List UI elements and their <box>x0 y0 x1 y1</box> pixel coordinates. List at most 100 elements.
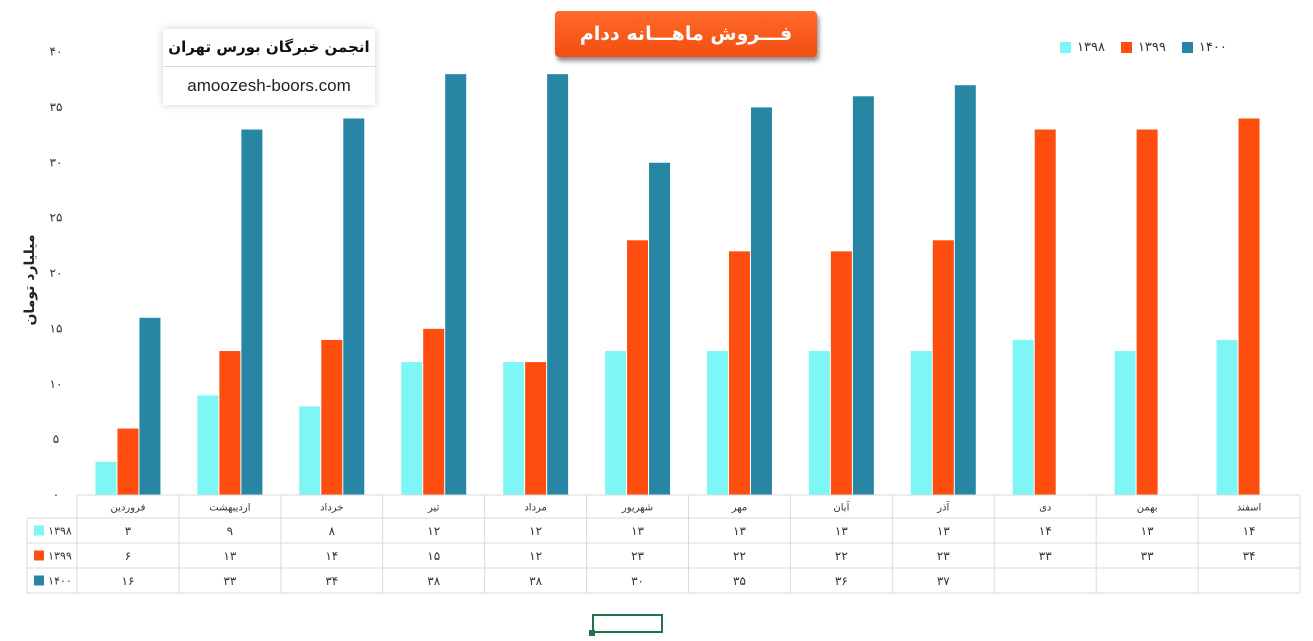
table-cell-value: ۱۴ <box>325 549 338 563</box>
table-cell-value: ۶ <box>125 549 131 563</box>
table-legend-swatch <box>34 575 44 586</box>
bar-9-series-1 <box>910 351 932 495</box>
bar-3-series-3 <box>343 118 365 495</box>
table-cell-value: ۱۴ <box>1039 524 1052 538</box>
category-label: مرداد <box>524 503 547 514</box>
table-series-label: ۱۴۰۰ <box>48 575 72 588</box>
category-label: دی <box>1039 503 1051 514</box>
bar-1-series-1 <box>95 461 117 495</box>
y-tick-label: ۰ <box>53 488 59 502</box>
chart-legend: ۱۳۹۸ ۱۳۹۹ ۱۴۰۰ <box>1060 40 1243 55</box>
legend-label-1400: ۱۴۰۰ <box>1198 40 1227 55</box>
category-label: مهر <box>731 503 747 514</box>
category-label: تیر <box>427 503 440 514</box>
bar-6-series-1 <box>605 351 627 495</box>
legend-swatch-1400 <box>1181 42 1193 53</box>
bar-1-series-2 <box>117 428 139 495</box>
table-cell-value: ۱۴ <box>1243 524 1256 538</box>
bar-12-series-2 <box>1238 118 1260 495</box>
bar-10-series-1 <box>1012 339 1034 495</box>
bar-9-series-2 <box>932 240 954 495</box>
y-tick-label: ۳۵ <box>50 100 63 114</box>
bar-11-series-2 <box>1136 129 1158 495</box>
table-cell-value: ۱۳ <box>223 549 236 563</box>
table-cell-value: ۳۳ <box>1039 549 1052 563</box>
bar-12-series-1 <box>1216 339 1238 495</box>
table-cell-value: ۳ <box>125 524 132 538</box>
y-tick-label: ۳۰ <box>50 155 63 169</box>
bar-4-series-2 <box>423 328 445 495</box>
bar-2-series-3 <box>241 129 263 495</box>
selected-cell[interactable] <box>592 614 663 633</box>
brand-website: amoozesh-boors.com <box>187 76 351 95</box>
bar-3-series-1 <box>299 406 321 495</box>
bar-8-series-1 <box>808 351 830 495</box>
legend-label-1399: ۱۳۹۹ <box>1137 40 1166 55</box>
table-cell-value: ۱۲ <box>529 524 542 538</box>
y-tick-label: ۲۵ <box>50 211 63 225</box>
bar-2-series-1 <box>197 395 219 495</box>
table-cell-value: ۱۵ <box>427 549 440 563</box>
brand-box: انجمن خبرگان بورس تهران amoozesh-boors.c… <box>163 29 375 105</box>
bar-8-series-3 <box>852 96 874 496</box>
table-cell-value: ۲۲ <box>733 549 746 563</box>
category-label: اسفند <box>1237 503 1261 514</box>
legend-item-1400: ۱۴۰۰ <box>1181 40 1227 55</box>
table-cell-value: ۳۳ <box>1141 549 1154 563</box>
table-cell-value: ۳۰ <box>631 574 644 588</box>
category-label: آبان <box>833 501 850 514</box>
fill-handle[interactable] <box>589 630 595 636</box>
bar-5-series-1 <box>503 362 525 495</box>
bar-3-series-2 <box>321 339 343 495</box>
bar-8-series-2 <box>830 251 852 495</box>
bar-7-series-2 <box>728 251 750 495</box>
bar-2-series-2 <box>219 351 241 495</box>
table-cell-value: ۳۸ <box>529 574 542 588</box>
category-label: شهریور <box>621 503 653 514</box>
y-tick-label: ۱۰ <box>50 377 63 391</box>
bar-7-series-1 <box>706 351 728 495</box>
table-cell-value: ۱۳ <box>835 524 848 538</box>
table-legend-swatch <box>34 525 44 536</box>
legend-label-1398: ۱۳۹۸ <box>1077 40 1105 55</box>
table-cell-value: ۳۶ <box>835 574 848 588</box>
legend-item-1398: ۱۳۹۸ <box>1060 40 1105 55</box>
table-cell-value: ۳۴ <box>1243 549 1256 563</box>
bar-6-series-3 <box>649 162 671 495</box>
y-axis-label: میلیارد تومان <box>22 234 38 326</box>
table-cell-value: ۱۳ <box>631 524 644 538</box>
category-label: خرداد <box>320 503 343 514</box>
bar-5-series-3 <box>547 74 569 496</box>
bar-10-series-2 <box>1034 129 1056 495</box>
y-tick-label: ۵ <box>53 432 59 446</box>
table-cell-value: ۳۵ <box>733 574 746 588</box>
category-label: فروردین <box>111 503 146 514</box>
legend-swatch-1399 <box>1120 42 1132 53</box>
chart-title: فـــروش ماهـــانه ددام <box>555 11 817 57</box>
table-cell-value: ۱۶ <box>122 574 135 588</box>
table-cell-value: ۳۷ <box>937 574 950 588</box>
bar-1-series-3 <box>139 317 161 495</box>
y-tick-label: ۴۰ <box>50 45 63 59</box>
table-cell-value: ۱۳ <box>1141 524 1154 538</box>
brand-name: انجمن خبرگان بورس تهران <box>163 29 375 67</box>
table-cell-value: ۳۴ <box>325 574 338 588</box>
legend-swatch-1398 <box>1060 42 1071 53</box>
table-cell-value: ۳۳ <box>223 574 236 588</box>
bar-7-series-3 <box>750 107 772 495</box>
category-label: اردیبهشت <box>209 503 250 514</box>
category-label: آذر <box>936 501 950 514</box>
bar-5-series-2 <box>525 362 547 495</box>
legend-item-1399: ۱۳۹۹ <box>1120 40 1166 55</box>
y-tick-label: ۱۵ <box>50 321 63 335</box>
bar-6-series-2 <box>627 240 649 495</box>
table-cell-value: ۲۳ <box>631 549 644 563</box>
bar-4-series-1 <box>401 362 423 495</box>
table-cell-value: ۲۲ <box>835 549 848 563</box>
table-cell-value: ۱۲ <box>427 524 440 538</box>
table-cell-value: ۱۲ <box>529 549 542 563</box>
table-series-label: ۱۳۹۹ <box>48 550 72 563</box>
table-cell-value: ۱۳ <box>937 524 950 538</box>
table-legend-swatch <box>34 550 44 561</box>
